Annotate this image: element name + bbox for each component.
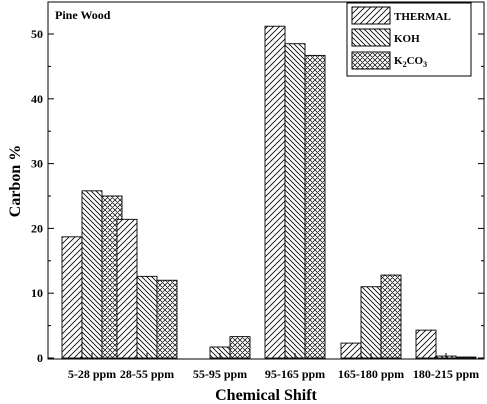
bar-koh-5-28-ppm [81, 190, 103, 359]
bar-koh-165-180-ppm [360, 286, 382, 359]
y-axis-ticks: 0 10 20 30 40 50 [31, 27, 484, 365]
bar-k2co3-95-165-ppm [304, 54, 326, 359]
y-tick-label-30: 30 [31, 157, 43, 171]
y-tick-label-40: 40 [31, 92, 43, 106]
bar-k2co3-28-55-ppm [156, 279, 178, 359]
x-tick-label-165-180-ppm: 165-180 ppm [338, 367, 404, 381]
bar-k2co3-180-215-ppm [455, 356, 477, 359]
x-axis-ticks: 5-28 ppm 28-55 ppm 55-95 ppm 95-165 ppm 165-… [68, 353, 479, 381]
y-tick-label-0: 0 [37, 351, 43, 365]
y-tick-label-20: 20 [31, 221, 43, 235]
x-tick-label-5-28-ppm: 5-28 ppm [68, 367, 116, 381]
x-axis-title: Chemical Shift [215, 387, 317, 404]
x-tick-label-28-55-ppm: 28-55 ppm [120, 367, 174, 381]
y-tick-label-50: 50 [31, 27, 43, 41]
legend-k2co3-part-co: CO [407, 55, 424, 67]
legend-k2co3-sub-2: 2 [403, 60, 407, 69]
legend-label-koh: KOH [394, 33, 420, 45]
legend-swatch-thermal [351, 6, 391, 25]
chart-title: Pine Wood [55, 8, 111, 22]
legend-label-thermal: THERMAL [394, 11, 451, 23]
bar-thermal-165-180-ppm [340, 342, 362, 359]
bar-k2co3-165-180-ppm [380, 274, 402, 359]
y-tick-label-10: 10 [31, 286, 43, 300]
legend-swatch-koh [351, 28, 391, 47]
x-tick-label-180-215-ppm: 180-215 ppm [413, 367, 479, 381]
x-tick-label-55-95-ppm: 55-95 ppm [193, 367, 247, 381]
bar-thermal-28-55-ppm [116, 218, 138, 359]
legend-k2co3-part-k: K [394, 55, 403, 67]
bar-koh-28-55-ppm [136, 275, 158, 359]
bar-thermal-180-215-ppm [415, 329, 437, 359]
bar-koh-95-165-ppm [284, 43, 306, 359]
y-axis-title: Carbon % [7, 145, 24, 217]
bar-thermal-5-28-ppm [61, 236, 83, 359]
legend-swatch-k2co3 [351, 51, 391, 70]
legend-k2co3-sub-3: 3 [423, 60, 427, 69]
x-tick-label-95-165-ppm: 95-165 ppm [265, 367, 325, 381]
bars-group [61, 25, 477, 359]
bar-k2co3-55-95-ppm [229, 336, 251, 359]
legend: THERMAL KOH K2CO3 [346, 2, 472, 77]
legend-label-k2co3: K2CO3 [394, 55, 427, 69]
plot-frame [47, 1, 485, 360]
bar-thermal-95-165-ppm [264, 25, 286, 359]
